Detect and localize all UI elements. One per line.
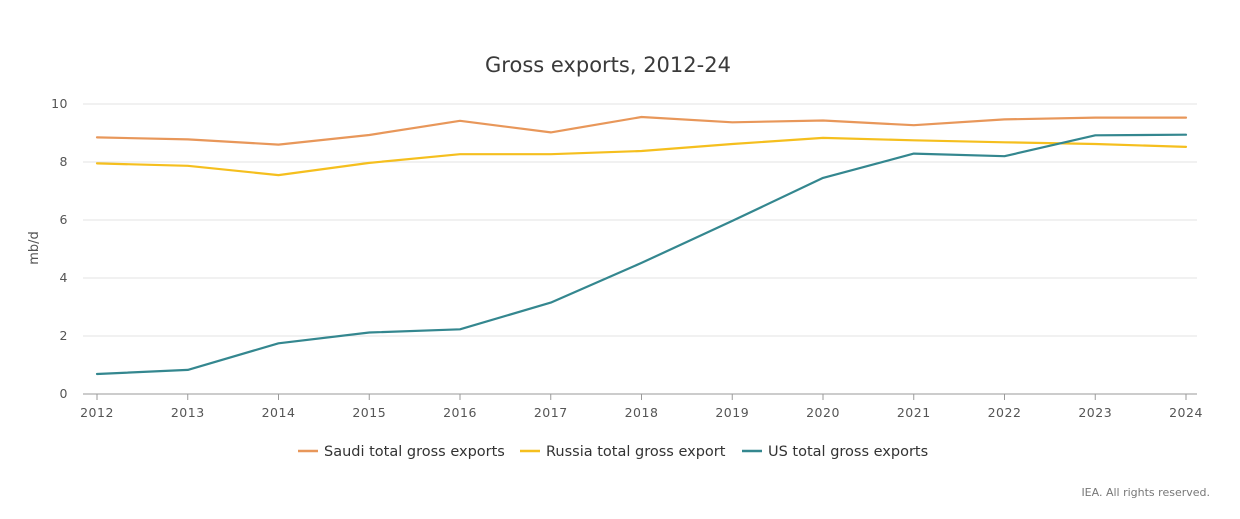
legend-label: US total gross exports [768, 444, 928, 460]
y-tick-label: 10 [51, 96, 68, 111]
y-tick-label: 8 [60, 154, 68, 169]
x-tick-label: 2017 [534, 405, 568, 420]
x-tick-label: 2014 [262, 405, 296, 420]
credit-text: IEA. All rights reserved. [1081, 486, 1210, 499]
series-line-us-total-gross-exports [95, 133, 1188, 376]
legend: Saudi total gross exports Russia total gr… [298, 444, 928, 460]
x-tick-label: 2022 [988, 405, 1022, 420]
x-tick-label: 2016 [443, 405, 477, 420]
x-tick-label: 2024 [1169, 405, 1203, 420]
y-tick-label: 2 [60, 328, 68, 343]
series-line-russia-total-gross-export [95, 136, 1188, 177]
x-tick-label: 2020 [806, 405, 840, 420]
y-tick-label: 4 [60, 270, 68, 285]
series-line-saudi-total-gross-exports [95, 115, 1188, 146]
x-tick-label: 2019 [715, 405, 749, 420]
y-tick-label: 6 [60, 212, 68, 227]
x-tick-label: 2013 [171, 405, 205, 420]
y-axis-label: mb/d [27, 231, 42, 265]
legend-label: Russia total gross export [546, 444, 726, 460]
legend-label: Saudi total gross exports [324, 444, 505, 460]
gridlines [83, 103, 1197, 337]
series-lines [95, 115, 1188, 376]
axes: 0 2 4 6 8 10 2012 2013 2014 2015 2016 2017 2018 2019 2… [51, 96, 1203, 420]
chart-title: Gross exports, 2012-24 [485, 53, 731, 77]
x-tick-label: 2018 [625, 405, 659, 420]
x-tick-label: 2021 [897, 405, 931, 420]
y-tick-label: 0 [60, 386, 68, 401]
x-tick-label: 2023 [1078, 405, 1112, 420]
x-tick-label: 2015 [352, 405, 386, 420]
x-tick-label: 2012 [80, 405, 114, 420]
